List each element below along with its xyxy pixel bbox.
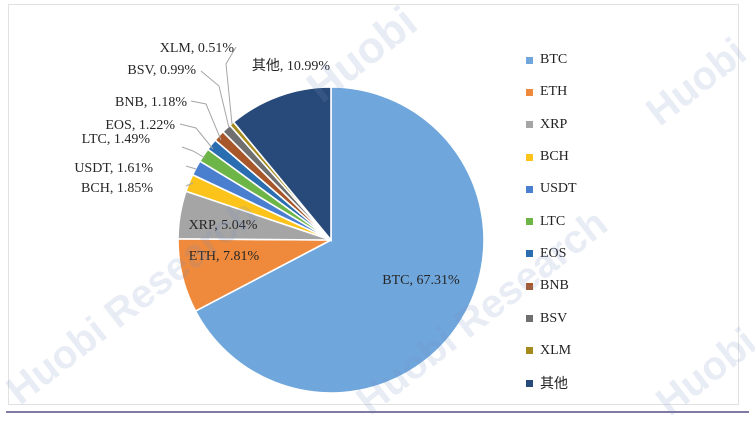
legend-item-usdt: USDT	[526, 173, 596, 205]
legend-label: LTC	[540, 213, 566, 229]
data-labels: BTC, 67.31% ETH, 7.81% XRP, 5.04% BCH, 1.85…	[74, 41, 460, 288]
legend-item-xrp: XRP	[526, 109, 596, 141]
legend-label: BCH	[540, 149, 569, 165]
legend-swatch	[526, 153, 533, 161]
data-label-eos: EOS, 1.22%	[105, 118, 175, 133]
legend-label: BNB	[540, 278, 569, 294]
legend-swatch	[526, 88, 533, 96]
data-label-usdt: USDT, 1.61%	[74, 161, 153, 176]
data-label-bch: BCH, 1.85%	[81, 181, 153, 196]
leader-lines	[179, 46, 237, 187]
legend-swatch	[526, 121, 533, 129]
data-label-ltc: LTC, 1.49%	[82, 132, 151, 147]
legend-swatch	[526, 347, 533, 355]
legend-item-bnb: BNB	[526, 270, 596, 302]
legend-label: BTC	[540, 52, 568, 68]
pie-slice-btc	[194, 86, 485, 394]
legend-swatch	[526, 218, 533, 226]
legend: BTC ETH XRP BCH USDT LTC EOS BNB BSV XLM 其他	[526, 44, 596, 399]
legend-swatch	[526, 185, 533, 193]
legend-swatch	[526, 56, 533, 64]
data-label-btc: BTC, 67.31%	[382, 273, 460, 288]
legend-item-eth: ETH	[526, 76, 596, 108]
legend-item-bch: BCH	[526, 141, 596, 173]
legend-label: XRP	[540, 116, 568, 132]
data-label-xrp: XRP, 5.04%	[189, 218, 258, 233]
legend-swatch	[526, 379, 533, 387]
legend-swatch	[526, 282, 533, 290]
bottom-divider	[6, 411, 749, 413]
data-label-xlm: XLM, 0.51%	[160, 41, 235, 56]
legend-swatch	[526, 250, 533, 258]
leader-line-bsv	[200, 70, 230, 129]
legend-label: 其他	[540, 377, 568, 393]
legend-label: EOS	[540, 245, 567, 261]
leader-line-ltc	[181, 146, 206, 159]
pie-slice-other-10	[232, 86, 332, 243]
leader-line-bnb	[190, 100, 222, 141]
legend-item-other-10: 其他	[526, 367, 596, 399]
legend-label: BSV	[540, 310, 568, 326]
legend-label: ETH	[540, 84, 568, 100]
leader-line-usdt	[185, 165, 197, 170]
pie-slices	[177, 86, 485, 394]
legend-label: XLM	[540, 342, 572, 358]
data-label-bsv: BSV, 0.99%	[127, 63, 196, 78]
legend-swatch	[526, 315, 533, 323]
legend-item-xlm: XLM	[526, 335, 596, 367]
leader-line-bch	[185, 182, 194, 187]
legend-item-eos: EOS	[526, 238, 596, 270]
legend-item-bsv: BSV	[526, 302, 596, 334]
legend-item-ltc: LTC	[526, 205, 596, 237]
legend-label: USDT	[540, 181, 577, 197]
data-label-eth: ETH, 7.81%	[189, 249, 260, 264]
data-label-bnb: BNB, 1.18%	[115, 95, 187, 110]
leader-line-eos	[179, 123, 214, 150]
data-label-other-10: 其他, 10.99%	[252, 58, 330, 74]
leader-line-xlm	[225, 46, 237, 125]
legend-item-btc: BTC	[526, 44, 596, 76]
